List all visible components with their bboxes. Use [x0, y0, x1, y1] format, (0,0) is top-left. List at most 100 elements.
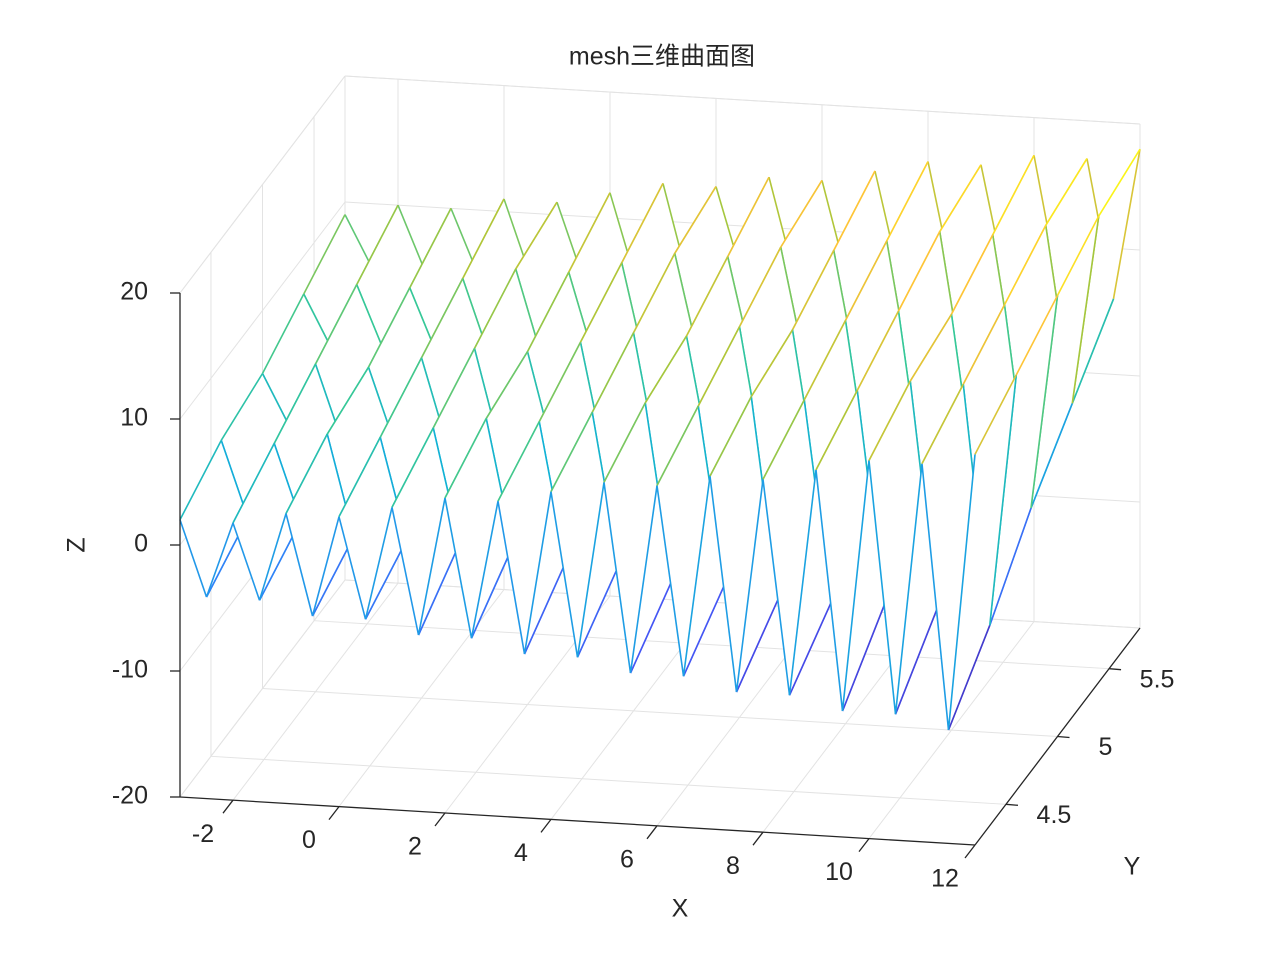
mesh-edge	[470, 545, 514, 639]
mesh-edge	[326, 366, 370, 435]
mesh-edge	[921, 463, 950, 731]
tick-mark	[328, 806, 340, 820]
mesh-edge	[444, 497, 473, 639]
mesh-edge	[841, 606, 885, 712]
y-tick-label: 4.5	[1037, 801, 1072, 829]
mesh-edge	[576, 482, 605, 658]
mesh-edge	[497, 501, 526, 655]
mesh-edge	[897, 231, 941, 312]
mesh-edge	[629, 580, 673, 674]
mesh-edge	[338, 516, 367, 620]
mesh-edge	[367, 287, 411, 368]
mesh-edge	[444, 418, 487, 499]
mesh-face	[380, 357, 448, 540]
box-edge	[179, 75, 346, 294]
mesh-edge	[179, 439, 222, 521]
mesh-edge	[682, 583, 726, 677]
mesh-edge	[735, 599, 779, 693]
z-tick-label: 20	[120, 278, 148, 306]
grid-line	[210, 755, 1006, 805]
mesh-edge	[788, 602, 832, 696]
x-axis	[179, 796, 976, 846]
mesh-face	[421, 278, 490, 448]
grid-line	[262, 688, 1058, 737]
mesh-edge	[697, 326, 741, 407]
mesh-edge	[397, 204, 426, 271]
mesh-edge	[939, 164, 982, 233]
x-tick-label: 8	[726, 852, 740, 880]
mesh-face	[221, 373, 289, 518]
mesh-face	[948, 374, 1017, 730]
mesh-edge	[417, 497, 446, 636]
mesh-edge	[232, 522, 261, 601]
mesh-edge	[762, 399, 805, 480]
mesh-edge	[515, 201, 558, 270]
mesh-edge	[1030, 295, 1059, 509]
mesh-edge	[579, 262, 623, 343]
x-tick-label: 2	[408, 833, 422, 861]
mesh-edge	[738, 246, 782, 328]
mesh-edge	[470, 501, 499, 639]
mesh-edge	[656, 485, 685, 677]
mesh-edge	[603, 482, 632, 674]
mesh-face	[989, 295, 1058, 626]
mesh-edge	[432, 348, 476, 429]
mesh-face	[515, 202, 584, 359]
mesh-edge	[921, 383, 964, 465]
x-tick-label: 0	[302, 826, 316, 854]
mesh-edge	[709, 476, 738, 693]
mesh-face	[674, 186, 743, 369]
mesh-edge	[788, 469, 817, 696]
mesh-edge	[364, 539, 408, 620]
mesh-edge	[420, 278, 464, 359]
mesh-edge	[974, 374, 1017, 455]
mesh-edge	[750, 329, 794, 398]
mesh-edge	[311, 516, 340, 617]
mesh-edge	[550, 411, 593, 493]
mesh-face	[233, 443, 301, 601]
x-tick-label: -2	[192, 820, 214, 848]
mesh-edge	[303, 293, 331, 347]
mesh-edge	[344, 214, 373, 267]
mesh-face	[474, 269, 543, 451]
mesh-face	[527, 272, 596, 455]
box-edge	[344, 75, 1141, 125]
mesh-edge	[988, 507, 1032, 626]
mesh-edge	[285, 513, 314, 617]
mesh-edge	[285, 433, 328, 514]
tick-mark	[752, 831, 764, 846]
z-axis-label: Z	[63, 537, 91, 552]
mesh-edge	[497, 421, 540, 502]
mesh-face	[1072, 149, 1140, 404]
mesh-edge	[462, 198, 505, 279]
tick-mark	[540, 819, 552, 833]
mesh-face	[327, 367, 395, 537]
mesh-edge	[232, 443, 275, 524]
mesh-edge	[629, 485, 658, 674]
mesh-edge	[1098, 148, 1141, 217]
mesh-edge	[1056, 215, 1100, 296]
mesh-edge	[364, 507, 393, 620]
mesh-edge	[179, 519, 208, 598]
mesh-edge	[1015, 295, 1059, 376]
mesh-edge	[856, 310, 900, 391]
mesh-edge	[576, 564, 620, 658]
mesh-edge	[632, 253, 676, 334]
mesh-edge	[621, 183, 664, 264]
mesh-edge	[894, 609, 938, 715]
mesh-edge	[868, 380, 911, 461]
y-axis-label: Y	[1124, 853, 1141, 881]
mesh-edge	[803, 320, 847, 401]
mesh-edge	[674, 186, 717, 254]
mesh-edge	[815, 469, 844, 712]
mesh-edge	[409, 208, 452, 289]
mesh-edge	[261, 293, 305, 374]
mesh-edge	[762, 479, 791, 696]
mesh-face	[180, 440, 248, 597]
mesh-edge	[780, 179, 823, 248]
mesh-face	[1031, 216, 1099, 509]
mesh-edge	[603, 402, 646, 483]
mesh-face	[392, 427, 460, 635]
mesh-edge	[485, 351, 529, 419]
